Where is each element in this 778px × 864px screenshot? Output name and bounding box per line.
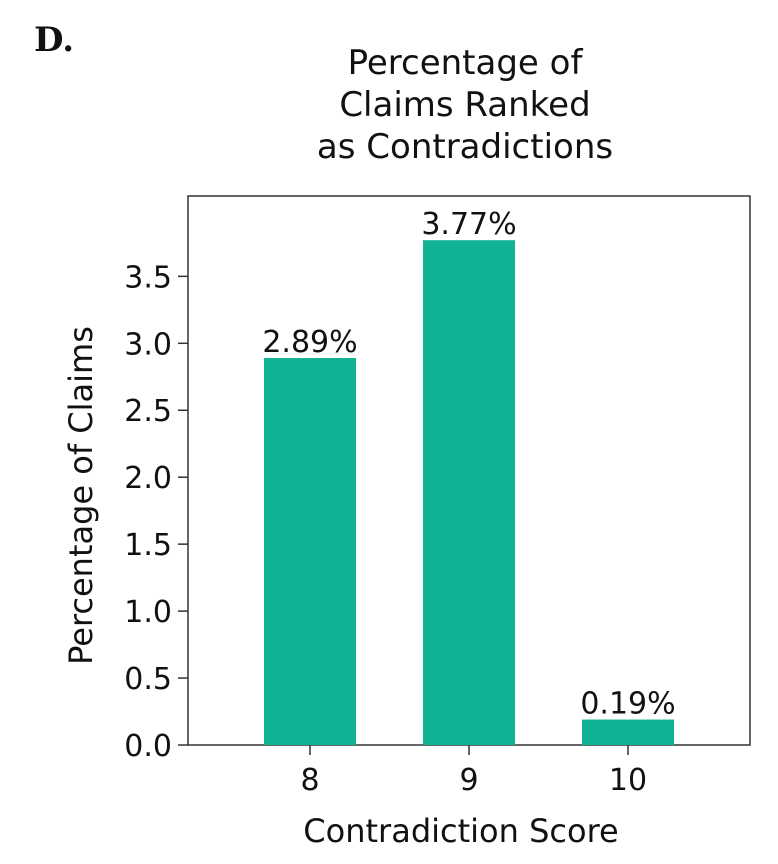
- chart-title: Percentage of Claims Ranked as Contradic…: [180, 42, 750, 168]
- chart-title-line-3: as Contradictions: [316, 127, 614, 167]
- bar-8: [264, 358, 356, 745]
- y-axis-label: Percentage of Claims: [62, 326, 100, 665]
- y-tick-label: 3.5: [124, 260, 172, 295]
- y-tick-label: 1.5: [124, 528, 172, 563]
- x-axis-label: Contradiction Score: [303, 812, 618, 850]
- y-tick-label: 0.5: [124, 662, 172, 697]
- bar-9: [423, 240, 515, 745]
- bar-value-label-10: 0.19%: [580, 687, 675, 722]
- bar-value-label-9: 3.77%: [421, 207, 516, 242]
- bars: 2.89% 3.77% 0.19%: [262, 207, 676, 745]
- x-axis: 8 9 10: [300, 745, 647, 798]
- y-tick-label: 0.0: [124, 729, 172, 764]
- x-tick-label-10: 10: [609, 763, 647, 798]
- x-tick-label-8: 8: [300, 763, 319, 798]
- y-tick-label: 3.0: [124, 327, 172, 362]
- x-tick-label-9: 9: [459, 763, 478, 798]
- panel-letter: D.: [34, 20, 75, 60]
- y-tick-label: 2.0: [124, 461, 172, 496]
- chart-title-line-1: Percentage of: [347, 43, 583, 83]
- bar-value-label-8: 2.89%: [262, 325, 357, 360]
- chart-title-line-2: Claims Ranked: [339, 85, 591, 125]
- y-tick-label: 1.0: [124, 595, 172, 630]
- y-axis: 0.0 0.5 1.0 1.5 2.0 2.5 3.0 3.5: [124, 260, 188, 764]
- y-tick-label: 2.5: [124, 394, 172, 429]
- bar-10: [582, 719, 674, 745]
